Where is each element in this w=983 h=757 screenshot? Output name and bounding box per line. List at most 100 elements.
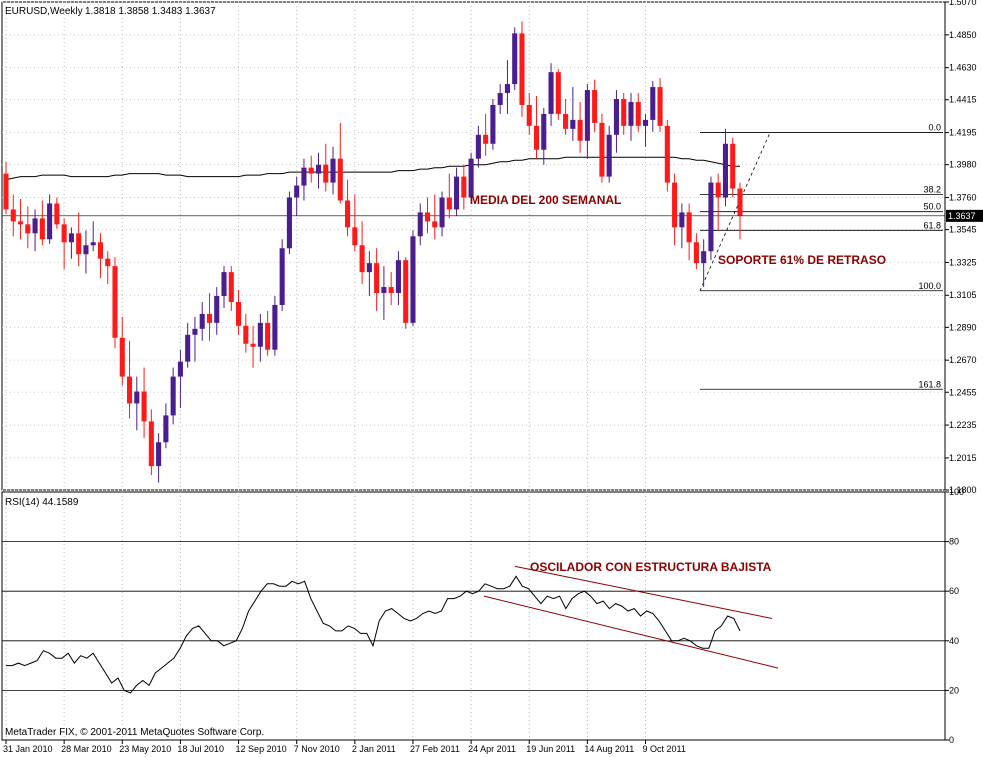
candle-body [563, 113, 569, 129]
rsi-y-tick-label: 0 [949, 735, 954, 745]
candle-body [606, 134, 612, 177]
candle-body [308, 167, 314, 174]
candle-body [90, 242, 96, 246]
price-y-tick-label: 1.2235 [949, 420, 977, 430]
fib-level-label: 50.0 [923, 202, 941, 212]
candle-body [708, 182, 714, 252]
rsi-gridlines [2, 541, 945, 691]
candle-body [323, 164, 329, 183]
candle-body [715, 182, 721, 198]
candle-body [337, 158, 343, 201]
candle-body [439, 197, 445, 228]
candle-body [417, 212, 423, 237]
oscillator-annotation: OSCILADOR CON ESTRUCTURA BAJISTA [530, 560, 772, 574]
candle-body [366, 263, 372, 273]
current-price-label: 1.3637 [948, 211, 976, 221]
candle-body [497, 93, 503, 105]
x-tick-label: 31 Jan 2010 [3, 744, 53, 754]
price-y-tick-label: 1.5070 [949, 0, 977, 7]
x-tick-label: 19 Jun 2011 [526, 744, 575, 754]
candle-body [650, 87, 656, 120]
candle-body [599, 122, 605, 177]
candle-body [555, 72, 561, 114]
candle-body [228, 272, 234, 302]
candle-body [39, 218, 45, 240]
candle-body [374, 263, 380, 294]
ma200-line [5, 156, 740, 181]
ma200-annotation: MEDIA DEL 200 SEMANAL [470, 193, 621, 207]
price-y-tick-label: 1.2455 [949, 387, 977, 397]
price-y-axis: 1.5070 1.4850 1.4630 1.4415 1.4195 1.3980 1.37… [2, 0, 983, 495]
candle-body [410, 236, 416, 323]
price-y-tick-label: 1.4850 [949, 30, 977, 40]
candle-body [483, 134, 489, 144]
candle-body [3, 173, 9, 210]
candle-body [265, 322, 271, 350]
fib-level-label: 61.8 [923, 220, 941, 230]
candle-body [105, 258, 111, 267]
candle-body [301, 167, 307, 186]
candle-body [635, 101, 641, 126]
candle-body [468, 158, 474, 198]
candle-body [170, 376, 176, 416]
candle-body [592, 90, 598, 123]
candle-body [628, 101, 634, 126]
price-y-tick-label: 1.3980 [949, 160, 977, 170]
price-panel-frame [1, 1, 946, 491]
candle-body [156, 442, 162, 467]
candle-body [352, 227, 358, 246]
candle-body [177, 361, 183, 377]
candle-body [315, 164, 322, 174]
candle-body [97, 242, 104, 259]
candle-body [68, 233, 74, 243]
candle-body [475, 134, 481, 159]
candle-body [192, 328, 198, 335]
candle-body [381, 287, 387, 294]
ma200-series [5, 156, 740, 181]
candle-body [533, 125, 540, 150]
price-gridlines [2, 1, 945, 740]
candle-body [730, 143, 736, 189]
candle-body [686, 212, 692, 243]
candle-body [17, 221, 24, 225]
candle-body [446, 197, 452, 210]
candle-body [32, 218, 38, 234]
rsi-y-tick-label: 60 [949, 586, 959, 596]
candle-body [257, 322, 263, 347]
rsi-panel-frame [1, 491, 946, 741]
candle-body [701, 251, 707, 264]
x-tick-label: 7 Nov 2010 [294, 744, 340, 754]
candle-body [76, 233, 82, 255]
candle-body [286, 197, 292, 249]
candle-body [112, 266, 118, 338]
x-tick-label: 18 Jul 2010 [177, 744, 224, 754]
candle-body [345, 200, 351, 228]
price-y-tick-label: 1.3545 [949, 225, 977, 235]
x-axis: 31 Jan 2010 28 Mar 2010 23 May 2010 18 Jul … [3, 740, 686, 754]
candle-body [613, 99, 619, 135]
candle-body [672, 182, 678, 228]
candle-body [621, 99, 627, 126]
x-tick-label: 14 Aug 2011 [584, 744, 634, 754]
candle-body [250, 343, 256, 347]
candle-body [83, 245, 89, 255]
candle-body [127, 376, 133, 404]
candle-body [424, 212, 431, 222]
candle-body [10, 209, 16, 222]
candle-body [199, 313, 205, 329]
candle-body [148, 421, 154, 467]
price-y-tick-label: 1.3105 [949, 290, 977, 300]
candle-body [737, 188, 743, 216]
x-tick-label: 23 May 2010 [119, 744, 171, 754]
candle-body [584, 90, 590, 141]
candle-body [693, 242, 699, 264]
x-tick-label: 9 Oct 2011 [643, 744, 686, 754]
chart-ohlc-values: 1.3818 1.3858 1.3483 1.3637 [85, 6, 216, 17]
candle-body [461, 176, 467, 198]
candle-body [403, 260, 409, 323]
candle-body [541, 113, 547, 150]
candle-body [359, 245, 365, 273]
candle-body [243, 325, 249, 344]
candle-body [504, 84, 510, 94]
candle-body [526, 104, 532, 126]
